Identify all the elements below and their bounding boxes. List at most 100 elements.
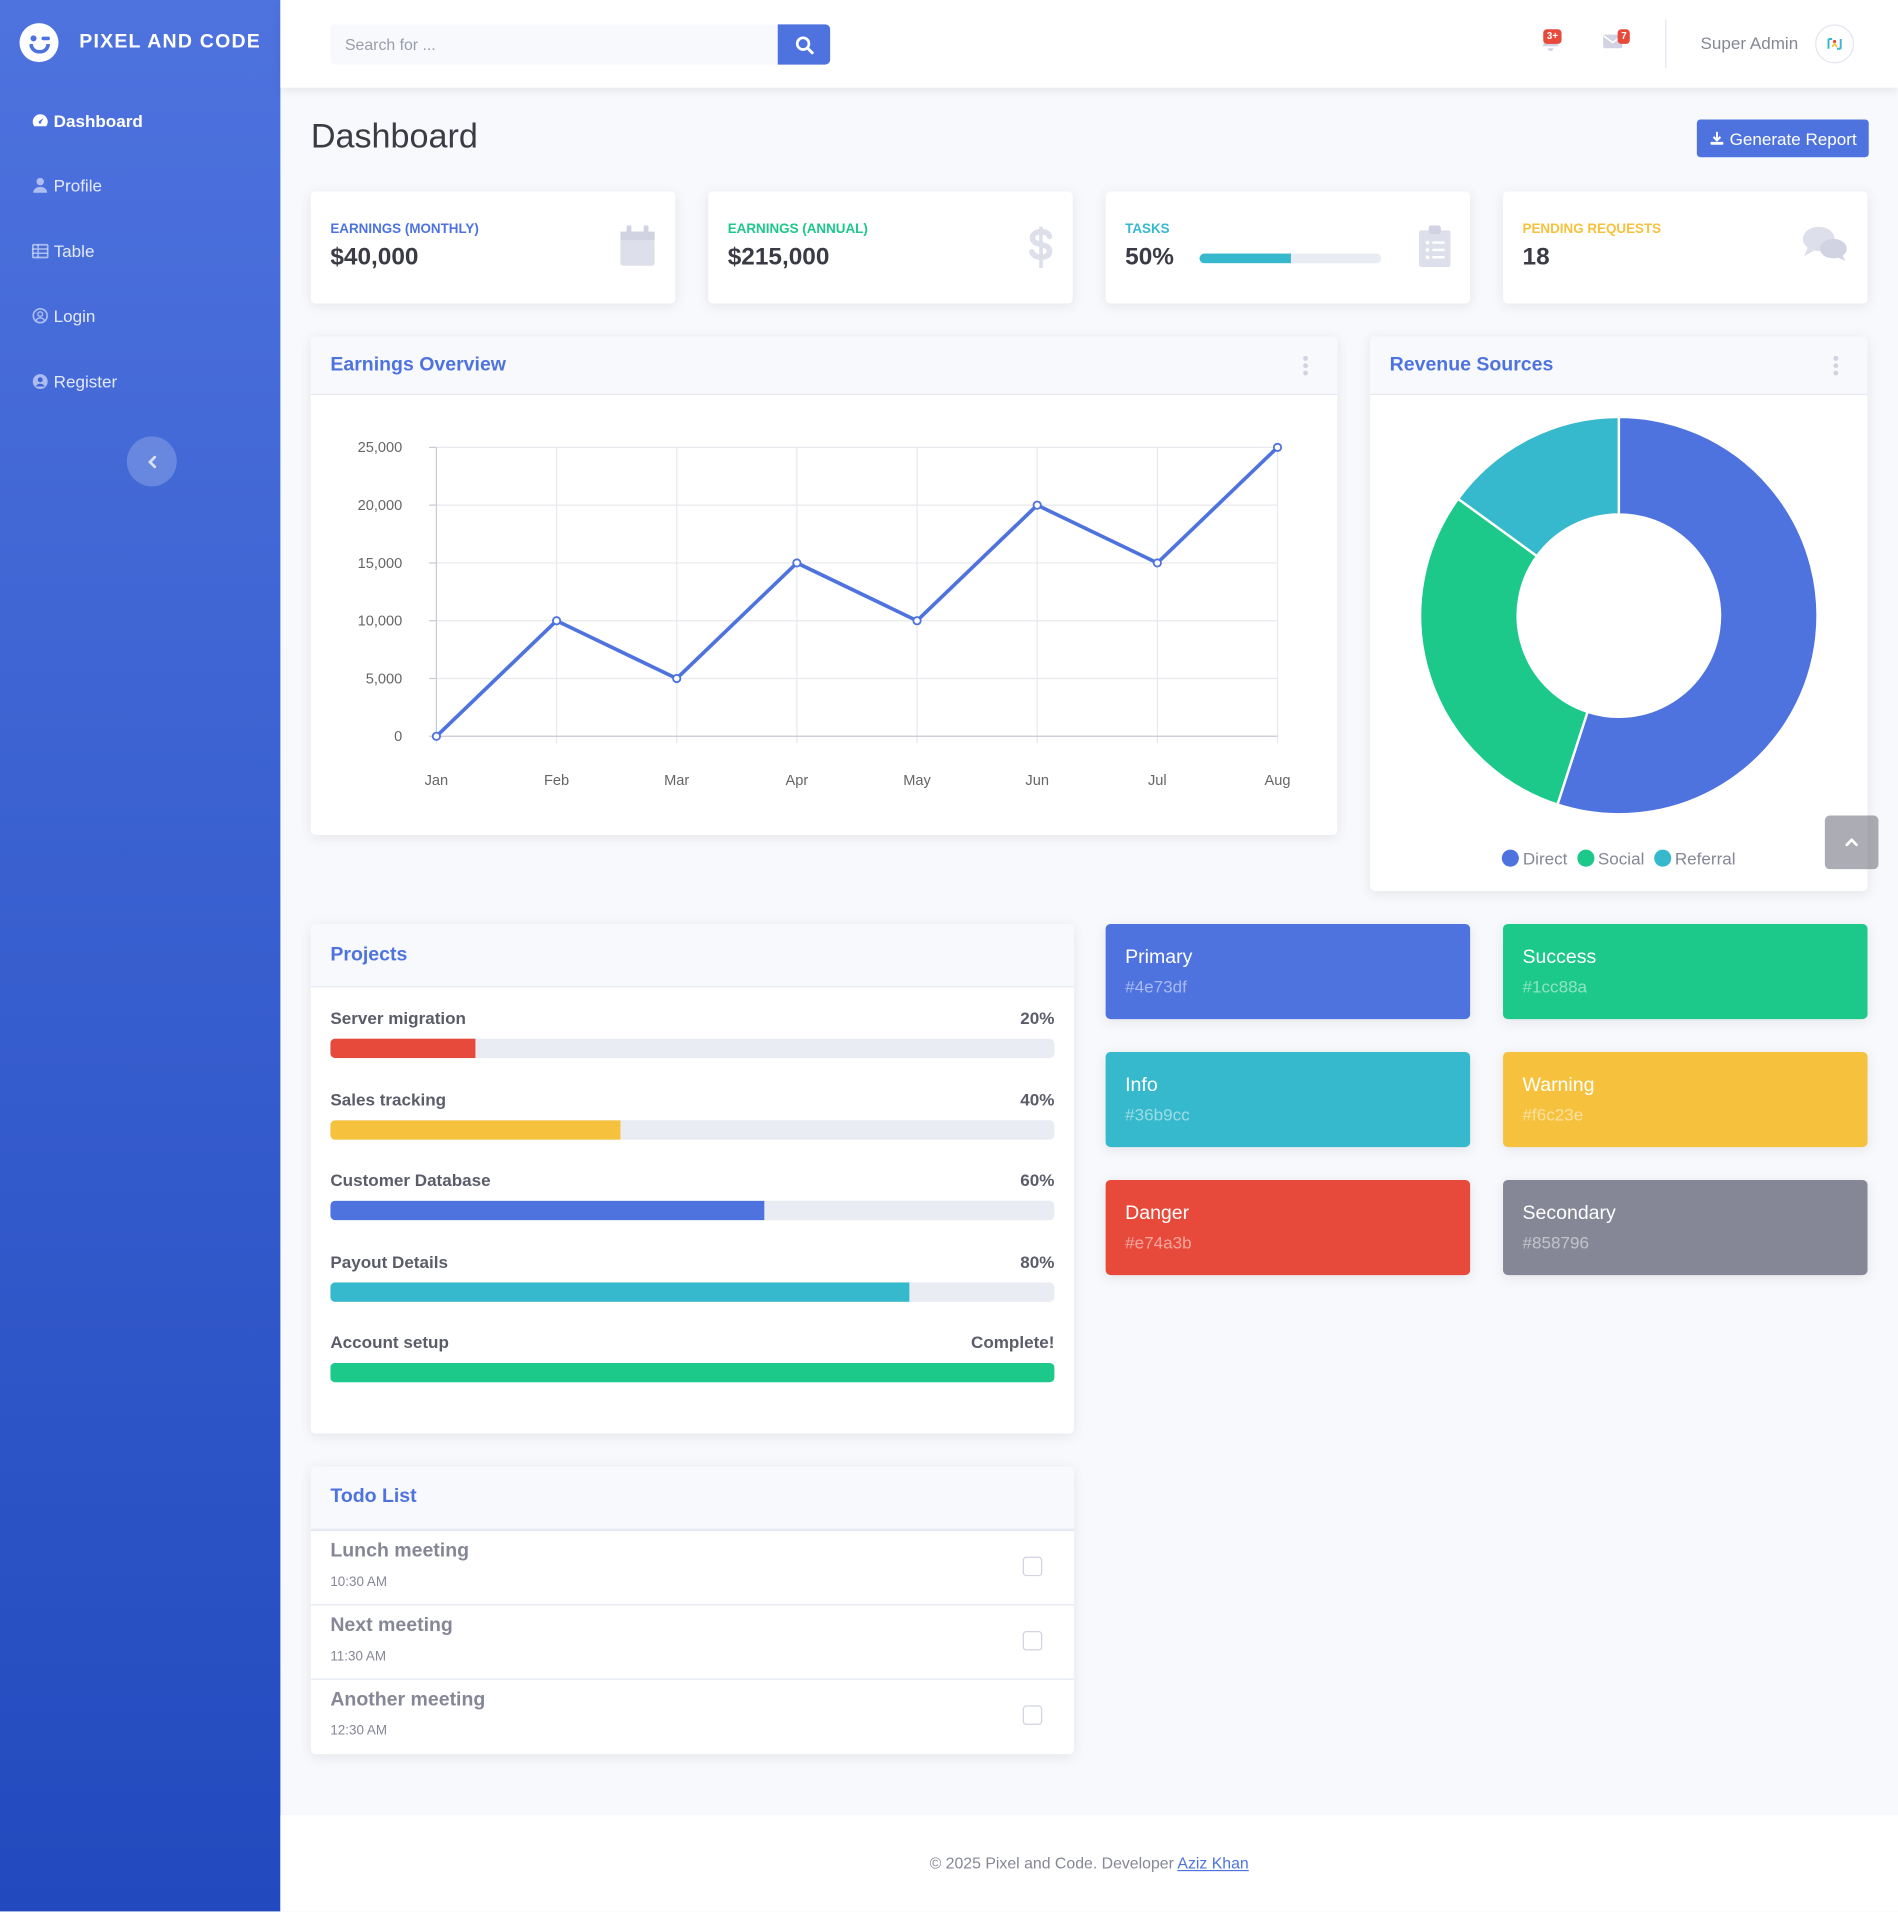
sidebar-item-label: Profile bbox=[53, 175, 103, 196]
generate-report-label: Generate Report bbox=[1729, 128, 1857, 149]
alerts-badge: 3+ bbox=[1543, 29, 1562, 44]
project-name: Customer Database bbox=[330, 1170, 491, 1190]
search-group bbox=[330, 24, 831, 65]
dropdown-menu-button[interactable] bbox=[1303, 355, 1308, 376]
todo-title: Another meeting bbox=[330, 1689, 486, 1711]
scroll-to-top-button[interactable] bbox=[1824, 815, 1879, 870]
project-name: Server migration bbox=[330, 1008, 466, 1028]
y-tick-label: 10,000 bbox=[358, 614, 403, 630]
legend-label: Direct bbox=[1522, 848, 1568, 868]
project-percent: 20% bbox=[1020, 1008, 1055, 1028]
swatch-warning: Warning #f6c23e bbox=[1503, 1051, 1868, 1148]
project-name: Payout Details bbox=[330, 1251, 448, 1271]
project-progress-bar bbox=[330, 1200, 1055, 1221]
dropdown-menu-button[interactable] bbox=[1833, 355, 1839, 376]
sidebar-item-label: Login bbox=[53, 305, 96, 326]
sidebar-item-profile[interactable]: Profile bbox=[32, 175, 103, 196]
sidebar-item-label: Table bbox=[53, 241, 95, 261]
project-progress-bar bbox=[330, 1119, 1055, 1140]
sidebar-item-label: Register bbox=[53, 371, 118, 392]
stat-value: 50% bbox=[1125, 243, 1174, 271]
search-button[interactable] bbox=[777, 24, 831, 65]
stat-label: Pending Requests bbox=[1522, 221, 1662, 237]
search-icon bbox=[795, 35, 814, 54]
swatch-hex: #36b9cc bbox=[1125, 1104, 1190, 1124]
generate-report-button[interactable]: Generate Report bbox=[1696, 119, 1869, 158]
sidebar-item-register[interactable]: Register bbox=[32, 371, 118, 392]
todo-time: 12:30 AM bbox=[330, 1723, 388, 1739]
data-point bbox=[1272, 442, 1283, 452]
legend-item: Social bbox=[1577, 848, 1644, 868]
revenue-sources-card: Revenue Sources Direct Social Referral bbox=[1370, 336, 1868, 892]
user-circle-solid-icon bbox=[32, 374, 48, 390]
sidebar-item-label: Dashboard bbox=[53, 110, 143, 131]
data-point bbox=[912, 616, 922, 626]
projects-card: Projects Server migration 20% Sales tracki… bbox=[310, 924, 1074, 1434]
stat-card-pending-requests: Pending Requests 18 bbox=[1503, 191, 1868, 304]
stat-value: 18 bbox=[1522, 243, 1550, 271]
swatch-secondary: Secondary #858796 bbox=[1503, 1179, 1868, 1276]
stat-label: Earnings (Monthly) bbox=[330, 221, 479, 237]
developer-link[interactable]: Aziz Khan bbox=[1177, 1854, 1249, 1873]
card-title: Revenue Sources bbox=[1389, 354, 1554, 376]
x-tick-label: Jul bbox=[1148, 773, 1167, 789]
stat-card-earnings-monthly: Earnings (Monthly) $40,000 bbox=[310, 191, 676, 304]
donut-slice-direct bbox=[1555, 415, 1819, 816]
clipboard-list-icon bbox=[1418, 225, 1451, 267]
brand-logo-icon bbox=[19, 23, 59, 63]
x-tick-label: Apr bbox=[786, 773, 809, 789]
brand[interactable]: PIXEL AND CODE bbox=[0, 0, 280, 85]
sidebar-toggle-button[interactable] bbox=[126, 436, 177, 487]
swatch-info: Info #36b9cc bbox=[1105, 1051, 1471, 1148]
todo-title: Lunch meeting bbox=[330, 1540, 470, 1562]
chart-legend: Direct Social Referral bbox=[1370, 848, 1867, 868]
data-point bbox=[792, 558, 802, 568]
alerts-button[interactable]: 3+ bbox=[1540, 29, 1562, 58]
user-circle-icon bbox=[32, 307, 48, 324]
data-point bbox=[431, 731, 441, 741]
calendar-icon bbox=[620, 225, 655, 266]
sidebar-item-login[interactable]: Login bbox=[32, 305, 96, 326]
x-tick-label: Aug bbox=[1265, 773, 1291, 789]
legend-swatch bbox=[1577, 849, 1595, 867]
chevron-left-icon bbox=[147, 455, 156, 468]
todo-title: Next meeting bbox=[330, 1615, 453, 1636]
data-point bbox=[551, 616, 562, 626]
project-progress-bar bbox=[330, 1362, 1055, 1383]
user-name[interactable]: Super Admin bbox=[1700, 32, 1799, 53]
card-title: Todo List bbox=[330, 1485, 417, 1507]
messages-badge: 7 bbox=[1617, 29, 1631, 44]
todo-checkbox[interactable] bbox=[1022, 1705, 1043, 1725]
project-name: Account setup bbox=[330, 1332, 449, 1352]
chevron-up-icon bbox=[1845, 837, 1858, 847]
earnings-overview-card: Earnings Overview 0 5,000 10,000 15,000 20,0… bbox=[310, 336, 1338, 836]
project-progress-fill bbox=[330, 1200, 765, 1221]
card-title: Earnings Overview bbox=[330, 354, 506, 376]
stat-card-earnings-annual: Earnings (Annual) $215,000 bbox=[708, 191, 1073, 304]
todo-checkbox[interactable] bbox=[1022, 1556, 1043, 1577]
avatar[interactable] bbox=[1815, 24, 1855, 64]
stat-value: $215,000 bbox=[727, 243, 830, 271]
legend-swatch bbox=[1654, 849, 1672, 867]
data-point bbox=[672, 673, 682, 684]
brand-name: PIXEL AND CODE bbox=[79, 31, 262, 53]
sidebar-item-dashboard[interactable]: Dashboard bbox=[32, 110, 143, 131]
swatch-danger: Danger #e74a3b bbox=[1105, 1179, 1471, 1276]
todo-time: 10:30 AM bbox=[330, 1574, 388, 1590]
search-input[interactable] bbox=[330, 24, 778, 65]
swatch-hex: #4e73df bbox=[1125, 976, 1187, 996]
todo-checkbox[interactable] bbox=[1022, 1631, 1043, 1651]
card-header: Revenue Sources bbox=[1370, 336, 1868, 395]
messages-button[interactable]: 7 bbox=[1602, 29, 1631, 58]
swatch-name: Primary bbox=[1125, 947, 1193, 968]
swatch-success: Success #1cc88a bbox=[1503, 924, 1868, 1020]
project-progress-fill bbox=[330, 1119, 620, 1140]
swatch-hex: #858796 bbox=[1522, 1232, 1589, 1252]
card-title: Projects bbox=[330, 944, 408, 966]
sidebar-item-table[interactable]: Table bbox=[31, 241, 95, 261]
stat-label: Earnings (Annual) bbox=[727, 221, 868, 237]
footer-text: © 2025 Pixel and Code. Developer Aziz Kh… bbox=[280, 1854, 1898, 1872]
y-tick-label: 20,000 bbox=[358, 498, 403, 514]
tachometer-icon bbox=[32, 114, 48, 127]
avatar-logo-icon bbox=[1827, 38, 1842, 50]
